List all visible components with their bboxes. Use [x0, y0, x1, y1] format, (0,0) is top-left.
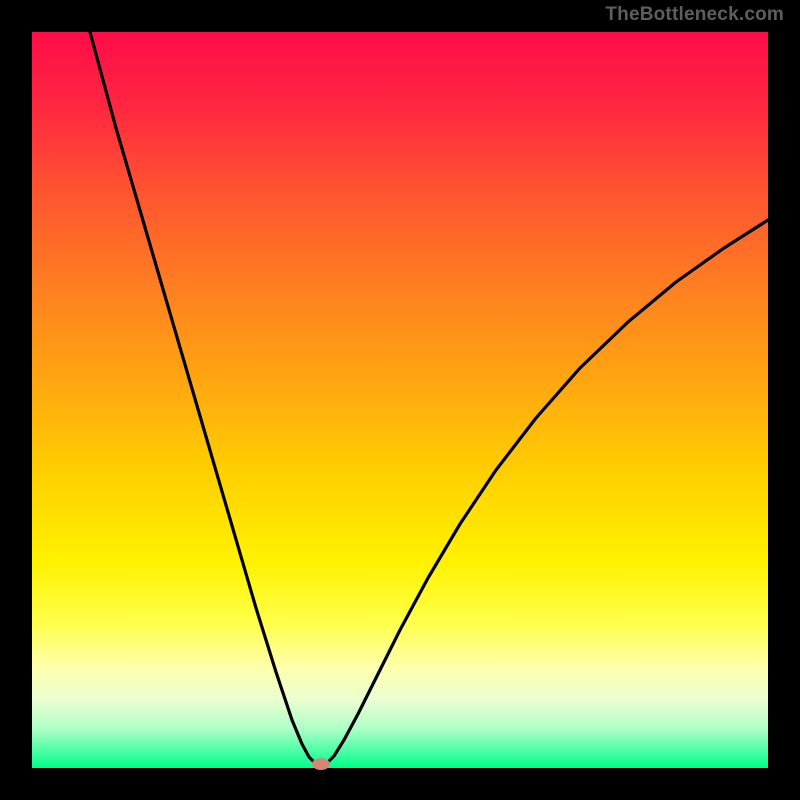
- watermark-text: TheBottleneck.com: [605, 4, 784, 26]
- optimum-marker: [312, 758, 330, 770]
- bottleneck-curve: [32, 32, 768, 768]
- plot-area: [32, 32, 768, 768]
- chart-frame: TheBottleneck.com: [0, 0, 800, 800]
